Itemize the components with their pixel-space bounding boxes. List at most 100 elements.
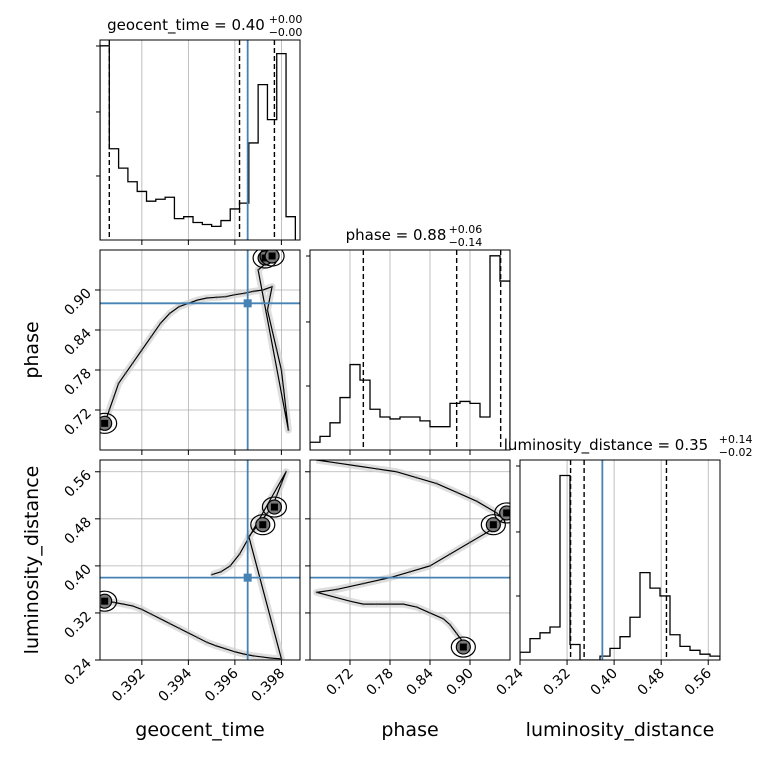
phase-1d-panel: phase = 0.88 +0.06−0.14	[306, 223, 511, 455]
phase-luminosity-distance-density-peak	[489, 521, 497, 529]
phase-1d-bin	[400, 417, 410, 450]
luminosity-distance-1d-x-tick-label: 0.40	[588, 666, 621, 699]
geocent-time-phase-sample-point	[242, 292, 246, 295]
phase-luminosity-distance-density-contour	[494, 502, 510, 524]
y-axis-label-luminosity-distance: luminosity_distance	[21, 466, 43, 655]
geocent-time-phase-sample-point	[124, 372, 127, 375]
geocent-time-1d-histogram-step	[100, 45, 296, 240]
phase-luminosity-distance-x-tick-label: 0.90	[443, 666, 476, 699]
geocent-time-luminosity-distance-density-contour	[100, 590, 118, 612]
geocent-time-luminosity-distance-sample-point	[149, 612, 153, 616]
geocent-time-luminosity-distance-x-tick-label: 0.396	[202, 665, 242, 705]
luminosity-distance-1d-panel: 0.24 0.32 0.40 0.48 0.56 luminosity_distance …	[493, 433, 752, 699]
geocent-time-luminosity-distance-y-tick-label: 0.48	[61, 514, 94, 547]
geocent-time-1d-bin	[249, 143, 258, 240]
geocent-time-luminosity-distance-density-contour	[261, 496, 288, 518]
geocent-time-phase-sample-point	[112, 395, 116, 398]
luminosity-distance-1d-title-lower-error: −0.02	[719, 446, 753, 459]
geocent-time-phase-sample-point	[177, 305, 181, 308]
geocent-time-luminosity-distance-sample-band	[104, 468, 290, 660]
geocent-time-1d-bin	[109, 149, 118, 240]
phase-luminosity-distance-sample-point	[448, 552, 452, 556]
phase-1d-bin	[340, 398, 350, 450]
geocent-time-phase-sample-point	[168, 312, 171, 315]
geocent-time-luminosity-distance-sample-point	[242, 652, 246, 656]
geocent-time-luminosity-distance-sample-point	[159, 617, 162, 621]
luminosity-distance-1d-bin	[540, 633, 550, 660]
phase-1d-bin	[390, 419, 400, 450]
luminosity-distance-1d-bin	[560, 476, 570, 660]
geocent-time-luminosity-distance-truth-marker	[243, 573, 252, 582]
geocent-time-1d-bin	[174, 219, 183, 240]
geocent-time-1d-bin	[147, 201, 156, 240]
phase-luminosity-distance-sample-point	[468, 541, 472, 544]
x-axis-label-phase: phase	[381, 719, 438, 741]
geocent-time-luminosity-distance-sample-point	[112, 601, 116, 604]
phase-luminosity-distance-density-contour	[480, 514, 506, 536]
phase-luminosity-distance-sample-point	[435, 482, 438, 485]
luminosity-distance-1d-x-tick-label: 0.48	[635, 666, 668, 699]
phase-1d-title-lower-error: −0.14	[449, 236, 483, 249]
geocent-time-luminosity-distance-sample-point	[229, 564, 232, 568]
geocent-time-luminosity-distance-sample-point	[284, 470, 288, 473]
phase-luminosity-distance-sample-point	[375, 602, 378, 606]
luminosity-distance-1d-bin	[530, 639, 540, 660]
phase-luminosity-distance-x-tick-label: 0.78	[363, 666, 396, 699]
geocent-time-phase-sample-point	[284, 408, 288, 412]
geocent-time-phase-sample-point	[196, 298, 199, 302]
geocent-time-luminosity-distance-y-tick-label: 0.32	[61, 608, 94, 641]
phase-1d-bin	[420, 421, 430, 450]
luminosity-distance-1d-bin	[700, 654, 710, 660]
geocent-time-phase-sample-point	[159, 322, 162, 325]
geocent-time-phase-sample-point	[275, 348, 278, 352]
geocent-time-phase-sample-point	[266, 308, 269, 312]
phase-luminosity-distance-contents	[310, 460, 510, 658]
luminosity-distance-1d-bin	[650, 588, 660, 660]
phase-1d-bin	[330, 423, 340, 450]
phase-luminosity-distance-sample-point	[362, 602, 365, 606]
geocent-time-luminosity-distance-x-tick-label: 0.398	[249, 666, 289, 706]
phase-luminosity-distance-sample-point	[415, 476, 418, 479]
phase-luminosity-distance-sample-point	[428, 564, 432, 568]
geocent-time-1d-bin	[100, 46, 109, 240]
phase-1d-bin	[480, 417, 490, 450]
phase-luminosity-distance-x-tick-label: 0.84	[403, 665, 436, 698]
geocent-time-luminosity-distance-sample-point	[215, 644, 218, 648]
geocent-time-luminosity-distance-sample-point	[261, 655, 264, 659]
phase-luminosity-distance-sample-point	[375, 467, 378, 471]
geocent-time-phase-y-tick-label: 0.72	[61, 406, 94, 439]
phase-luminosity-distance-density-peak	[503, 509, 510, 517]
geocent-time-luminosity-distance-sample-point	[280, 482, 283, 485]
geocent-time-phase-sample-point	[287, 428, 290, 432]
phase-luminosity-distance-frame	[309, 459, 511, 661]
geocent-time-luminosity-distance-x-tick-label: 0.392	[109, 666, 149, 706]
geocent-time-1d-bin	[258, 85, 267, 240]
geocent-time-phase-sample-point	[224, 295, 227, 298]
phase-1d-bin	[460, 401, 470, 450]
geocent-time-1d-bin	[156, 199, 165, 240]
phase-luminosity-distance-sample-point	[442, 617, 445, 621]
geocent-time-luminosity-distance-sample-point	[280, 657, 283, 660]
phase-luminosity-distance-sample-point	[448, 623, 452, 626]
geocent-time-phase-density-peak	[101, 419, 109, 427]
geocent-time-luminosity-distance-sample-point	[187, 631, 190, 635]
geocent-time-luminosity-distance-sample-point	[252, 654, 255, 658]
phase-1d-bin	[470, 403, 480, 450]
phase-1d-bin	[440, 427, 450, 450]
geocent-time-phase-frame	[99, 249, 301, 451]
geocent-time-luminosity-distance-contents	[100, 460, 300, 660]
geocent-time-luminosity-distance-density-peak	[101, 597, 109, 605]
luminosity-distance-1d-bin	[570, 644, 580, 660]
luminosity-distance-1d-title: luminosity_distance = 0.35	[504, 436, 708, 455]
phase-1d-bin	[490, 256, 500, 450]
phase-1d-title-upper-error: +0.06	[449, 223, 483, 236]
geocent-time-1d-title-upper-error: +0.00	[269, 13, 303, 26]
geocent-time-luminosity-distance-sample-point	[177, 627, 181, 630]
geocent-time-luminosity-distance-y-tick-label: 0.24	[61, 655, 94, 688]
phase-1d-bin	[370, 409, 380, 450]
phase-luminosity-distance-sample-point	[355, 464, 358, 468]
geocent-time-luminosity-distance-y-tick-label: 0.56	[61, 467, 94, 500]
phase-luminosity-distance-sample-point	[455, 491, 458, 494]
phase-1d-bin	[430, 427, 440, 450]
